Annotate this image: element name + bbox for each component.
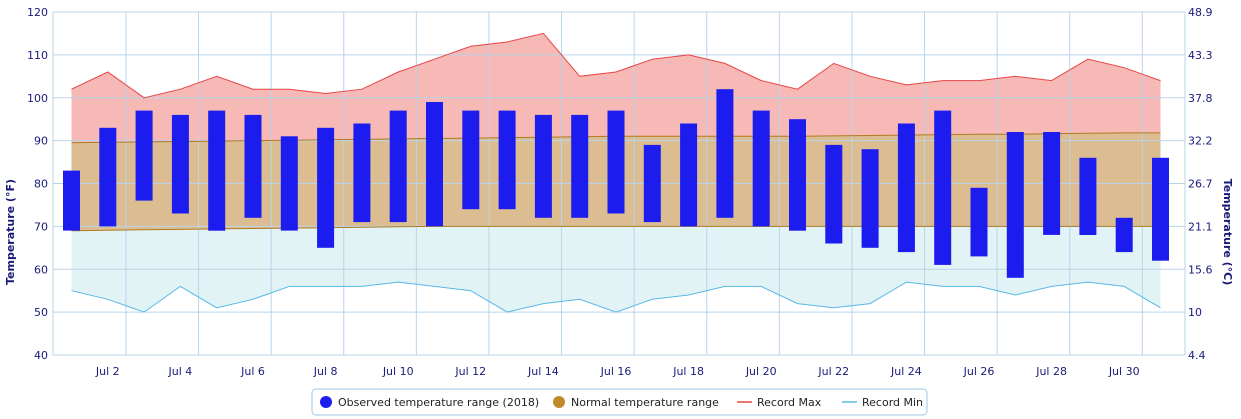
observed-bar[interactable] <box>498 110 516 210</box>
right-tick-label: 32.2 <box>1188 135 1213 148</box>
observed-bar[interactable] <box>1115 217 1133 253</box>
x-tick-label: Jul 18 <box>672 365 704 378</box>
x-tick-label: Jul 4 <box>168 365 193 378</box>
left-tick-label: 40 <box>34 349 48 362</box>
right-tick-label: 48.9 <box>1188 6 1213 19</box>
x-tick-label: Jul 14 <box>527 365 559 378</box>
left-tick-label: 50 <box>34 306 48 319</box>
x-tick-label: Jul 24 <box>890 365 922 378</box>
x-axis: Jul 2 Jul 4 Jul 6 Jul 8 Jul 10 Jul 12 Jul 14 Ju… <box>95 365 1140 378</box>
x-tick-label: Jul 20 <box>745 365 777 378</box>
observed-bar[interactable] <box>534 114 552 218</box>
grid-lines <box>52 11 1186 356</box>
legend-record-max-label[interactable]: Record Max <box>757 396 822 409</box>
observed-bar[interactable] <box>389 110 407 223</box>
observed-bar[interactable] <box>643 144 661 223</box>
observed-bar[interactable] <box>171 114 189 214</box>
right-tick-label: 21.1 <box>1188 220 1213 233</box>
observed-bar[interactable] <box>861 149 879 248</box>
legend-observed-label[interactable]: Observed temperature range (2018) <box>338 396 539 409</box>
x-tick-label: Jul 6 <box>240 365 265 378</box>
observed-bar[interactable] <box>99 127 117 227</box>
left-tick-label: 80 <box>34 178 48 191</box>
left-axis: 40 50 60 70 80 90 100 110 120 <box>27 6 48 362</box>
observed-bar[interactable] <box>280 136 298 231</box>
observed-bar[interactable] <box>789 119 806 231</box>
observed-bar[interactable] <box>934 110 952 265</box>
x-tick-label: Jul 8 <box>313 365 338 378</box>
x-tick-label: Jul 10 <box>382 365 414 378</box>
observed-bar[interactable] <box>607 110 625 214</box>
observed-bar[interactable] <box>462 110 480 210</box>
observed-bar[interactable] <box>970 187 988 257</box>
observed-bar[interactable] <box>571 114 589 218</box>
observed-bar[interactable] <box>1006 132 1024 278</box>
left-tick-label: 90 <box>34 135 48 148</box>
legend-normal-marker[interactable] <box>553 396 565 408</box>
observed-bar[interactable] <box>680 123 698 227</box>
x-tick-label: Jul 30 <box>1108 365 1140 378</box>
right-tick-label: 4.4 <box>1188 349 1206 362</box>
right-tick-label: 43.3 <box>1188 49 1213 62</box>
x-tick-label: Jul 26 <box>963 365 995 378</box>
observed-bar[interactable] <box>353 123 371 223</box>
observed-bar[interactable] <box>1152 157 1169 261</box>
left-tick-label: 60 <box>34 263 48 276</box>
record-min-line <box>71 281 1161 313</box>
observed-bar[interactable] <box>1079 157 1097 235</box>
left-tick-label: 70 <box>34 220 48 233</box>
right-tick-label: 37.8 <box>1188 92 1213 105</box>
right-tick-label: 15.6 <box>1188 263 1213 276</box>
legend-record-min-label[interactable]: Record Min <box>862 396 923 409</box>
right-tick-label: 10 <box>1188 306 1202 319</box>
x-tick-label: Jul 16 <box>600 365 632 378</box>
observed-bar[interactable] <box>825 144 843 244</box>
right-axis: 4.4 10 15.6 21.1 26.7 32.2 37.8 43.3 48.9 <box>1188 6 1213 362</box>
legend-normal-label[interactable]: Normal temperature range <box>571 396 719 409</box>
observed-bar[interactable] <box>897 123 915 253</box>
legend: Observed temperature range (2018) Normal… <box>311 388 928 416</box>
legend-observed-marker[interactable] <box>320 396 332 408</box>
x-tick-label: Jul 2 <box>95 365 120 378</box>
record-max-line <box>71 32 1161 99</box>
observed-bar[interactable] <box>244 114 262 218</box>
x-tick-label: Jul 28 <box>1035 365 1067 378</box>
observed-bar[interactable] <box>317 127 335 248</box>
legend-box <box>311 388 928 416</box>
x-tick-label: Jul 12 <box>454 365 486 378</box>
left-axis-title: Temperature (°F) <box>4 179 17 285</box>
observed-bars <box>63 89 1169 278</box>
observed-bar[interactable] <box>752 110 770 227</box>
observed-bar[interactable] <box>63 170 80 231</box>
x-tick-label: Jul 22 <box>817 365 849 378</box>
left-tick-label: 100 <box>27 92 48 105</box>
observed-bar[interactable] <box>1043 132 1061 235</box>
observed-bar[interactable] <box>208 110 226 231</box>
right-axis-title: Temperature (°C) <box>1221 179 1234 286</box>
left-tick-label: 120 <box>27 6 48 19</box>
observed-bar[interactable] <box>716 89 734 218</box>
left-tick-label: 110 <box>27 49 48 62</box>
right-tick-label: 26.7 <box>1188 178 1213 191</box>
observed-bar[interactable] <box>426 102 443 227</box>
observed-bar[interactable] <box>135 110 153 201</box>
